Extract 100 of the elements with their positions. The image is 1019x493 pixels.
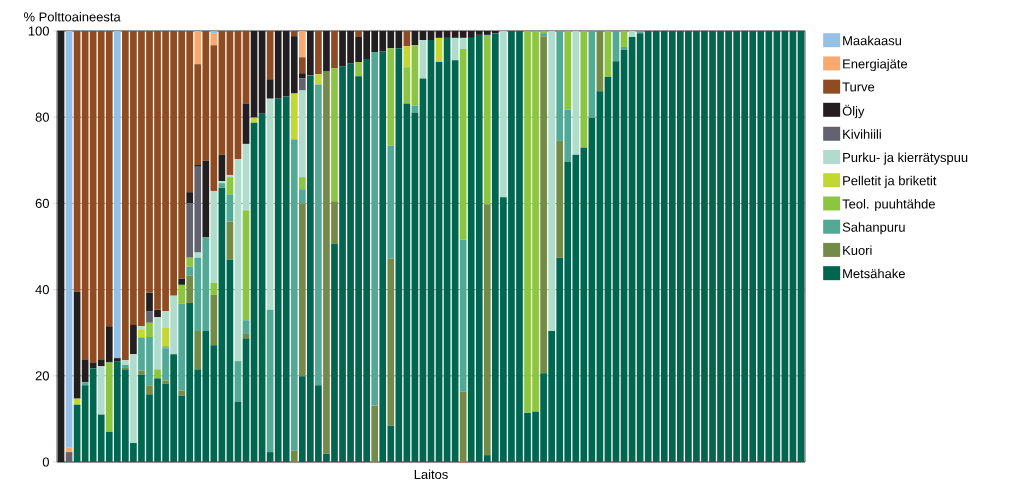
- bar: [387, 48, 395, 146]
- legend-label: Energiajäte: [843, 58, 908, 72]
- bar: [97, 366, 105, 415]
- bar: [411, 112, 419, 462]
- legend-label: Teol. puuhtähde: [842, 199, 935, 212]
- bar: [620, 46, 628, 50]
- bar: [210, 282, 218, 295]
- bar: [146, 311, 153, 323]
- bar: [250, 122, 258, 462]
- bar: [178, 303, 186, 391]
- bar: [596, 91, 604, 462]
- bar: [443, 31, 451, 38]
- y-tick-label: 80: [35, 112, 49, 122]
- bar: [186, 192, 194, 204]
- bar: [146, 385, 153, 395]
- bar: [620, 31, 628, 47]
- bar: [242, 103, 250, 144]
- legend-label: Kuori: [843, 245, 872, 255]
- bar: [130, 324, 137, 355]
- bar: [789, 31, 797, 462]
- legend-label: Purku- ja kierrätyspuu: [843, 152, 968, 165]
- bar: [580, 31, 588, 148]
- bar: [154, 369, 161, 379]
- bar: [628, 37, 636, 462]
- y-tick-label: 60: [35, 198, 49, 208]
- bar: [636, 33, 644, 462]
- bar: [355, 62, 362, 77]
- bar: [290, 31, 298, 37]
- bar: [178, 278, 186, 285]
- bar: [81, 382, 89, 386]
- bar: [113, 31, 121, 359]
- bar: [242, 320, 250, 334]
- bar: [331, 31, 338, 69]
- bar: [451, 60, 459, 462]
- bar: [315, 84, 322, 386]
- bar: [210, 190, 218, 283]
- bar: [315, 74, 322, 85]
- bar: [548, 31, 555, 331]
- bar: [210, 33, 218, 46]
- bar: [628, 31, 636, 38]
- bar: [162, 380, 169, 384]
- bar: [290, 450, 298, 462]
- bar: [459, 239, 467, 392]
- bar: [162, 348, 169, 381]
- bar: [435, 62, 443, 462]
- bar: [451, 31, 459, 38]
- bar: [186, 275, 194, 303]
- y-axis-title: % Polttoaineesta: [23, 11, 121, 22]
- bar: [73, 31, 81, 292]
- bar: [298, 90, 306, 178]
- bar: [315, 31, 322, 75]
- bar: [138, 326, 145, 330]
- bar: [604, 77, 612, 462]
- bar: [435, 31, 443, 38]
- bar: [298, 177, 306, 190]
- bar: [588, 31, 596, 118]
- legend-label: Maakaasu: [843, 35, 902, 46]
- bar: [73, 291, 81, 399]
- bar: [483, 34, 491, 205]
- bar: [138, 370, 145, 375]
- bar: [540, 36, 547, 374]
- bar: [218, 183, 226, 188]
- bar: [194, 252, 202, 258]
- bar: [226, 31, 234, 175]
- bar: [218, 31, 226, 155]
- bar: [178, 284, 186, 304]
- bar: [459, 391, 467, 462]
- bar: [162, 346, 169, 349]
- bar: [612, 61, 620, 462]
- bar: [781, 31, 789, 462]
- bar: [234, 361, 242, 402]
- bar: [403, 103, 411, 462]
- bar: [459, 49, 467, 240]
- legend-label: Pelletit ja briketit: [843, 175, 937, 188]
- bar: [105, 362, 113, 432]
- bar: [556, 140, 564, 258]
- bar: [234, 31, 242, 159]
- bar: [218, 187, 226, 462]
- bar: [266, 452, 274, 462]
- bar: [419, 78, 427, 462]
- bar: [371, 405, 379, 462]
- bar: [483, 204, 491, 456]
- y-tick-label: 20: [35, 371, 49, 381]
- bar: [242, 338, 250, 462]
- bar: [250, 31, 258, 118]
- x-axis-title: Laitos: [414, 469, 448, 480]
- bar: [387, 145, 395, 259]
- bar: [459, 37, 467, 50]
- legend-label: Sahanpuru: [842, 222, 905, 235]
- bar: [194, 31, 202, 65]
- bar: [500, 31, 507, 198]
- bar: [298, 78, 306, 91]
- bar: [387, 258, 395, 426]
- legend-label: Kivihiili: [843, 129, 881, 139]
- bar: [73, 398, 81, 405]
- bar: [258, 31, 266, 114]
- bar: [331, 68, 338, 202]
- bar: [564, 31, 572, 110]
- bar: [57, 31, 65, 462]
- bar: [146, 322, 153, 338]
